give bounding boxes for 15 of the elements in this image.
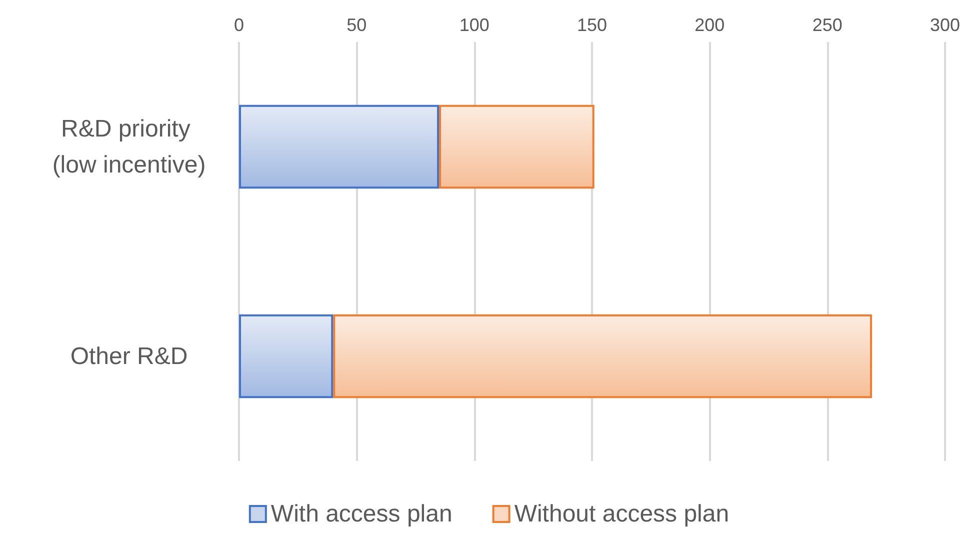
x-tick-label: 200 [694, 15, 725, 35]
legend-label: With access plan [270, 500, 452, 528]
bar [439, 104, 594, 189]
y-tick-label: R&D priority (low incentive) [52, 115, 206, 178]
y-tick-label: Other R&D [70, 342, 188, 370]
bar [333, 314, 872, 398]
x-tick-label: 50 [346, 15, 367, 35]
x-tick-label: 0 [234, 15, 244, 35]
x-tick-label: 100 [459, 15, 490, 35]
x-tick-label: 300 [930, 15, 960, 35]
x-tick-label: 150 [576, 15, 608, 35]
legend-label: Without access plan [514, 500, 730, 528]
bar [239, 314, 334, 398]
x-tick-label: 250 [812, 15, 842, 35]
bar [239, 104, 440, 189]
